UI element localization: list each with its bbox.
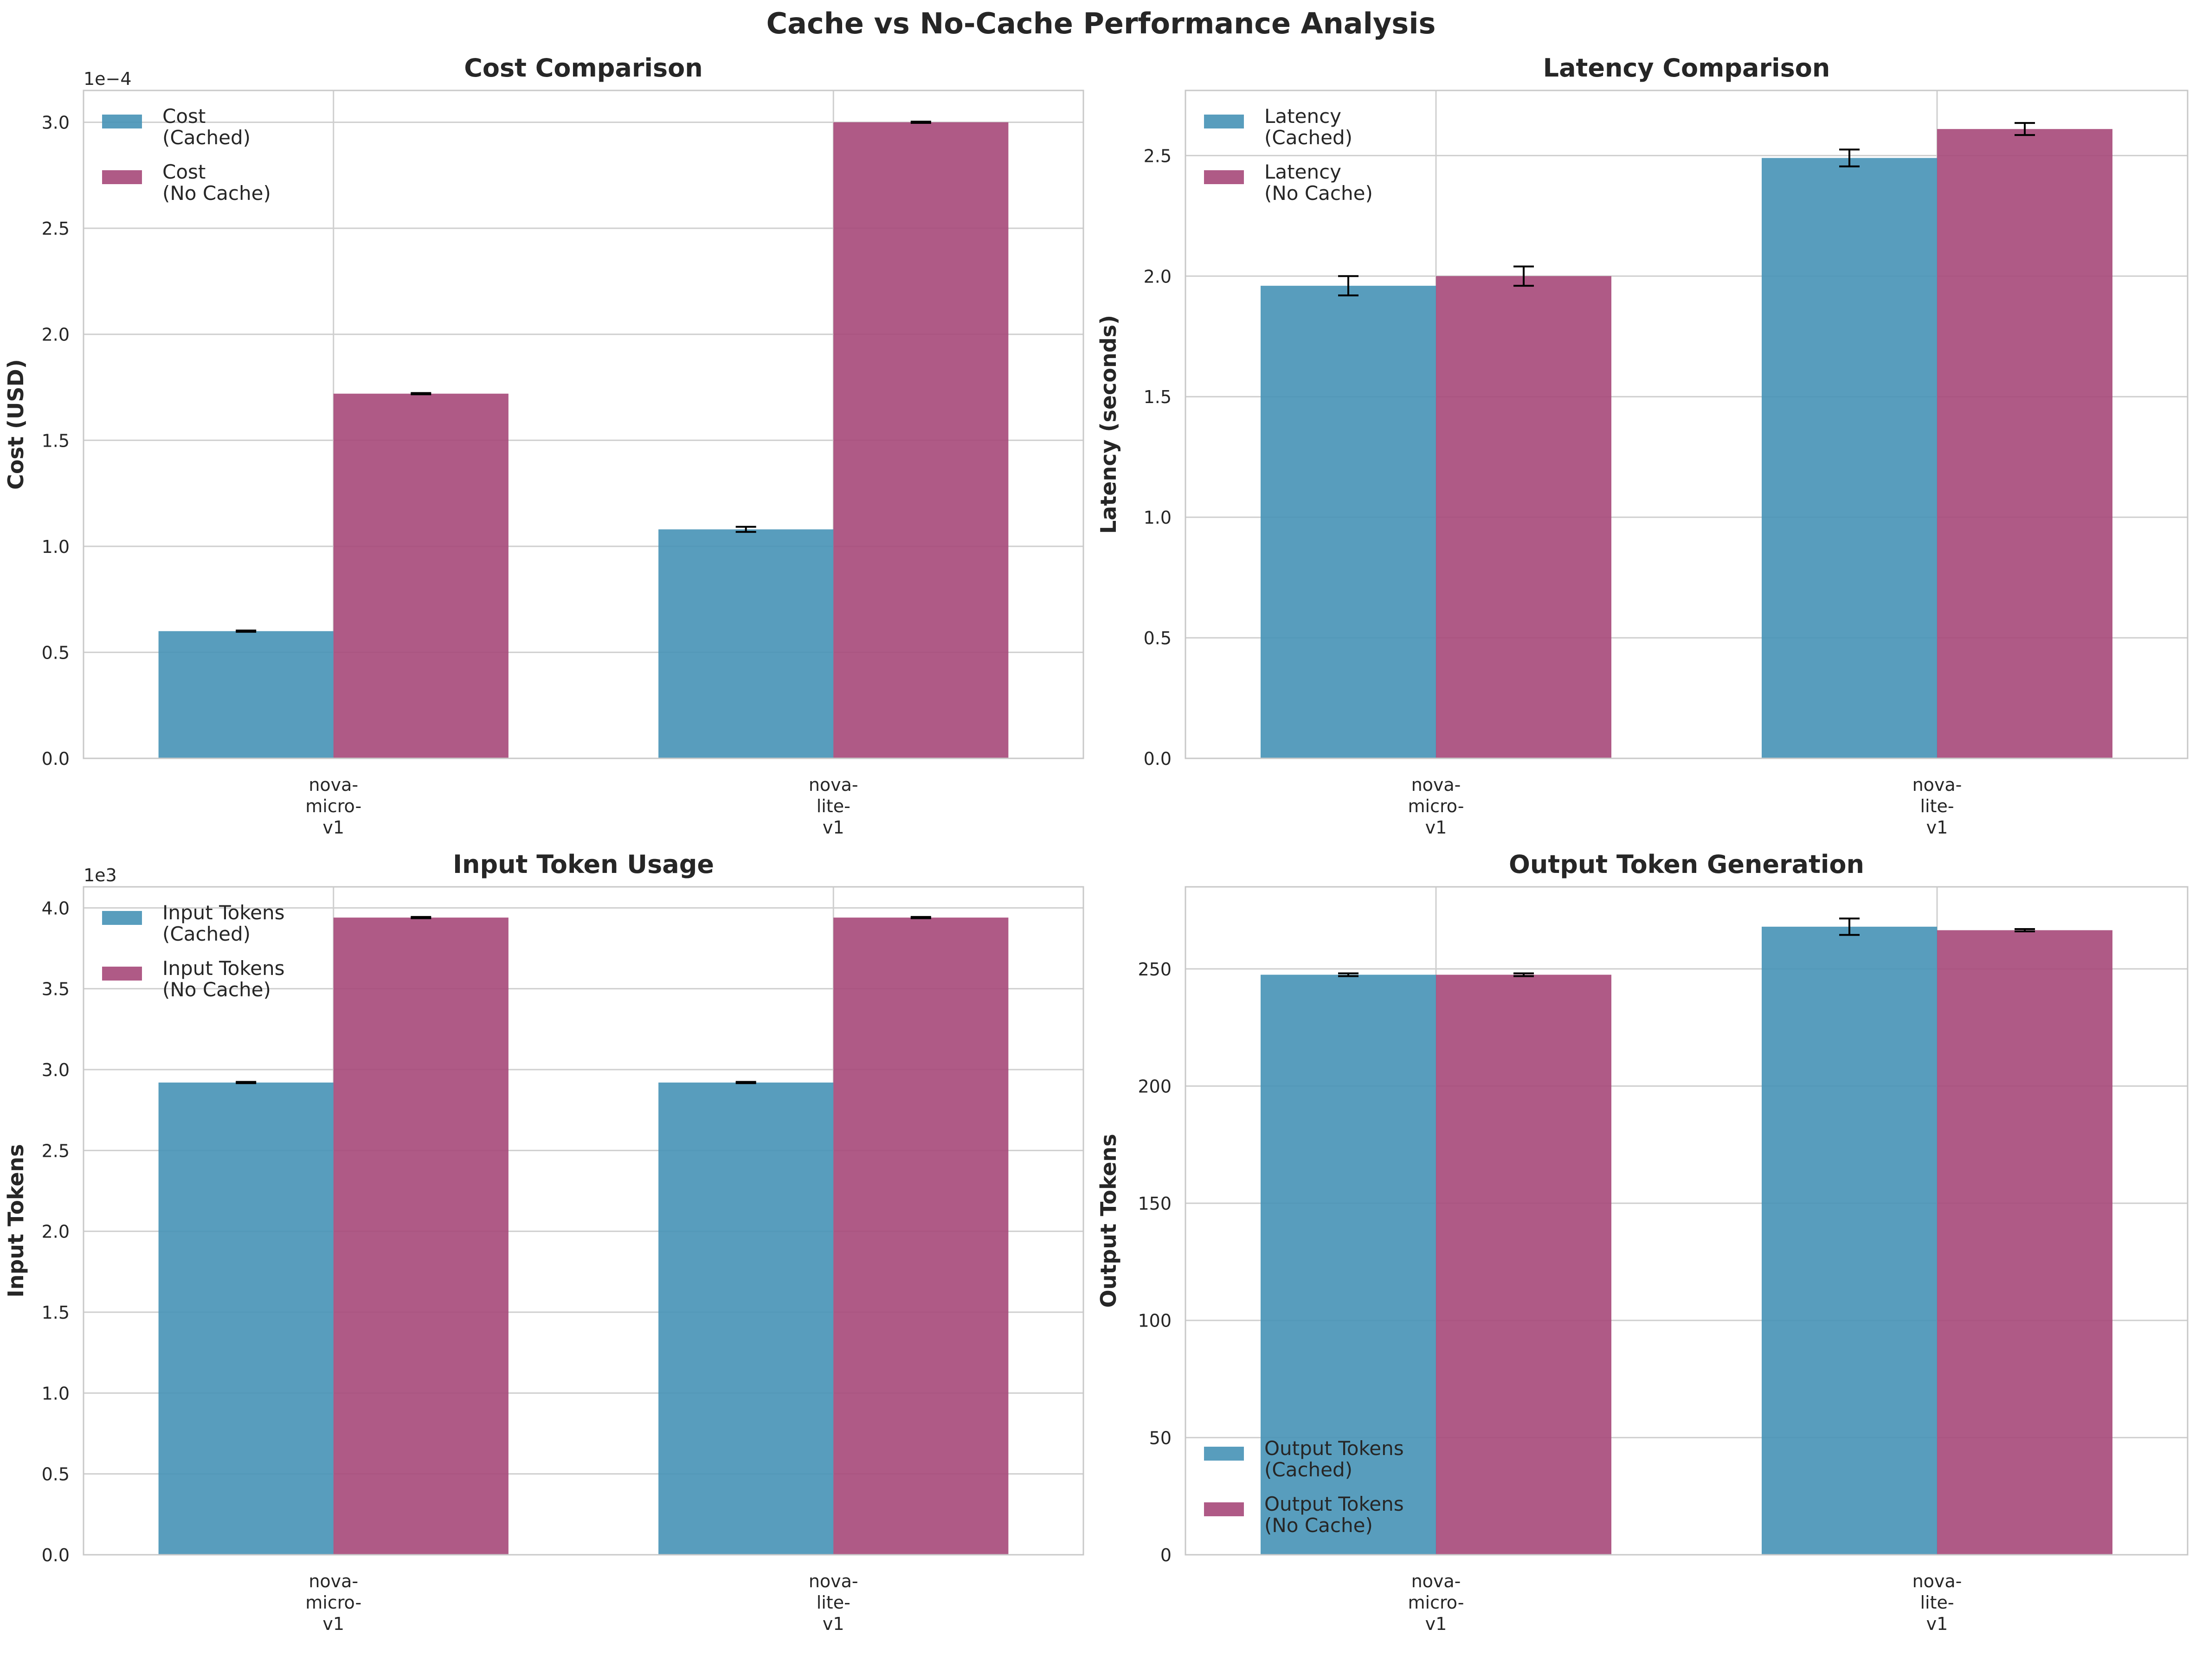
plot-frame xyxy=(83,90,1084,759)
y-tick-label: 2.5 xyxy=(42,218,70,239)
legend-swatch-no-cache xyxy=(1204,170,1244,184)
legend-label: Input Tokens (No Cache) xyxy=(162,957,284,1001)
y-tick-label: 50 xyxy=(1149,1428,1172,1448)
bar-input-tokens-no-cache xyxy=(833,917,1009,1555)
plot-frame xyxy=(1185,90,2189,759)
bar-input-tokens-cached xyxy=(158,1082,334,1555)
y-tick-label: 3.5 xyxy=(42,979,70,1000)
y-axis-label: Output Tokens xyxy=(1096,1134,1121,1308)
bar-latency-no-cache xyxy=(1937,129,2112,759)
x-tick-label: nova-lite-v1 xyxy=(809,775,858,838)
y-tick-label: 3.0 xyxy=(42,1060,70,1080)
legend-label: Output Tokens (Cached) xyxy=(1264,1437,1404,1481)
y-tick-label: 200 xyxy=(1138,1076,1172,1096)
legend-label: Output Tokens (No Cache) xyxy=(1264,1493,1404,1537)
y-tick-label: 0.5 xyxy=(1144,628,1172,648)
y-tick-label: 2.5 xyxy=(1144,146,1172,166)
x-tick-label: nova-lite-v1 xyxy=(1912,1571,1962,1634)
legend-swatch-cached xyxy=(102,911,142,925)
y-tick-label: 2.5 xyxy=(42,1141,70,1161)
legend-swatch-no-cache xyxy=(102,170,142,184)
legend-label: Cost (No Cache) xyxy=(162,160,271,205)
x-tick-label: nova-lite-v1 xyxy=(1912,775,1962,838)
bar-input-tokens-no-cache xyxy=(333,917,509,1555)
bar-latency-cached xyxy=(1762,158,1937,758)
legend-label: Cost (Cached) xyxy=(162,105,251,149)
y-tick-label: 0.5 xyxy=(42,1464,70,1485)
y-tick-label: 0 xyxy=(1160,1545,1172,1565)
axis-offset-text: 1e3 xyxy=(84,865,117,885)
legend-label: Input Tokens (Cached) xyxy=(162,901,284,945)
y-tick-label: 4.0 xyxy=(42,898,70,918)
bar-latency-no-cache xyxy=(1436,276,1611,758)
bar-input-tokens-cached xyxy=(658,1082,834,1555)
y-tick-label: 1.0 xyxy=(42,537,70,557)
y-axis-label: Latency (seconds) xyxy=(1096,315,1121,534)
y-tick-label: 150 xyxy=(1138,1193,1172,1214)
figure-title: Cache vs No-Cache Performance Analysis xyxy=(766,6,1436,40)
x-tick-label: nova-lite-v1 xyxy=(809,1571,858,1634)
chart-title: Output Token Generation xyxy=(1509,850,1864,879)
y-tick-label: 0.0 xyxy=(42,749,70,769)
x-tick-label: nova-micro-v1 xyxy=(1408,1571,1464,1634)
bar-latency-cached xyxy=(1261,286,1436,758)
y-tick-label: 100 xyxy=(1138,1311,1172,1331)
legend-swatch-cached xyxy=(1204,1447,1244,1461)
y-tick-label: 2.0 xyxy=(42,1222,70,1242)
y-tick-label: 0.5 xyxy=(42,642,70,663)
latency-comparison-chart: 0.0 0.5 1.0 1.5 2.0 2.5 nova-micro-v1 nova-lite… xyxy=(1096,53,2189,838)
y-tick-label: 1.5 xyxy=(1144,387,1172,407)
x-tick-label: nova-micro-v1 xyxy=(1408,775,1464,838)
legend-swatch-cached xyxy=(102,115,142,128)
axis-offset-text: 1e−4 xyxy=(84,69,132,89)
bar-cost-no-cache xyxy=(833,122,1009,759)
y-tick-label: 0.0 xyxy=(42,1545,70,1565)
chart-title: Cost Comparison xyxy=(464,53,702,83)
input-token-usage-chart: 0.0 0.5 1.0 1.5 2.0 2.5 3.0 3.5 4.0 nova-micro-v1… xyxy=(3,850,1084,1634)
legend-label: Latency (No Cache) xyxy=(1264,160,1373,205)
y-tick-label: 1.0 xyxy=(1144,507,1172,528)
x-tick-label: nova-micro-v1 xyxy=(305,775,361,838)
bar-output-tokens-no-cache xyxy=(1937,930,2112,1555)
y-tick-label: 2.0 xyxy=(42,325,70,345)
plot-frame xyxy=(1185,886,2189,1556)
bar-output-tokens-cached xyxy=(1261,975,1436,1555)
legend-label: Latency (Cached) xyxy=(1264,105,1352,149)
legend-swatch-cached xyxy=(1204,115,1244,128)
bar-cost-cached xyxy=(658,529,834,758)
output-token-generation-chart: 0 50 100 150 200 250 nova-micro-v1 nova-lite-v1… xyxy=(1096,850,2189,1634)
cost-comparison-chart: 0.0 0.5 1.0 1.5 2.0 2.5 3.0 nova-micro-v1 nova-l… xyxy=(3,53,1084,838)
y-axis-label: Input Tokens xyxy=(3,1144,28,1297)
bar-output-tokens-cached xyxy=(1762,926,1937,1555)
plot-frame xyxy=(83,886,1084,1556)
bar-output-tokens-no-cache xyxy=(1436,975,1611,1555)
y-tick-label: 1.5 xyxy=(42,1302,70,1323)
bar-cost-no-cache xyxy=(333,393,509,758)
y-tick-label: 0.0 xyxy=(1144,749,1172,769)
x-tick-label: nova-micro-v1 xyxy=(305,1571,361,1634)
y-tick-label: 1.5 xyxy=(42,430,70,451)
bar-cost-cached xyxy=(158,631,334,758)
y-tick-label: 250 xyxy=(1138,959,1172,980)
y-tick-label: 1.0 xyxy=(42,1383,70,1404)
y-tick-label: 3.0 xyxy=(42,113,70,133)
chart-title: Input Token Usage xyxy=(453,850,714,879)
y-axis-label: Cost (USD) xyxy=(3,359,28,489)
legend-swatch-no-cache xyxy=(102,967,142,981)
chart-title: Latency Comparison xyxy=(1543,53,1830,83)
legend-swatch-no-cache xyxy=(1204,1502,1244,1516)
y-tick-label: 2.0 xyxy=(1144,266,1172,287)
